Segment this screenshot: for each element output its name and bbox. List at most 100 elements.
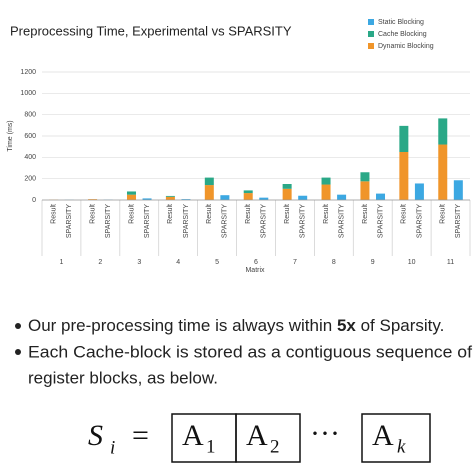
x-tick-label: SPARSITY (377, 204, 384, 238)
bullets: Our pre-processing time is always within… (15, 316, 472, 387)
group-label: 4 (176, 259, 180, 266)
bullet-dot (15, 323, 21, 329)
y-tick-label: 800 (24, 112, 36, 119)
x-tick-label: Result (284, 204, 291, 224)
y-tick-label: 0 (32, 197, 36, 204)
bullet-bold: 5x (337, 316, 356, 335)
y-tick-label: 1200 (20, 69, 36, 76)
block-base: A (372, 419, 394, 452)
bar-segment (142, 198, 152, 200)
group-label: 2 (98, 259, 102, 266)
bar-segment (321, 177, 331, 185)
x-tick-label: Result (245, 204, 252, 224)
legend-swatch (368, 31, 374, 37)
chart-title: Preprocessing Time, Experimental vs SPAR… (10, 23, 292, 38)
formula-dots: ··· (310, 417, 340, 450)
bar-segment (360, 181, 370, 200)
block-base: A (246, 419, 268, 452)
block-sub: k (397, 436, 406, 457)
bar-segment (321, 184, 331, 200)
bullet-text: register blocks, as below. (28, 368, 218, 387)
x-tick-label: SPARSITY (144, 204, 151, 238)
bullet-span: Our pre-processing time is always within (28, 316, 337, 335)
bar-segment (282, 184, 292, 189)
bullet-span: of Sparsity. (356, 316, 445, 335)
x-tick-label: SPARSITY (183, 204, 190, 238)
bar-segment (204, 185, 214, 200)
bar-segment (165, 196, 175, 200)
y-tick-label: 400 (24, 154, 36, 161)
x-axis-label: Matrix (245, 267, 265, 274)
x-tick-label: Result (323, 204, 330, 224)
bar-segment (376, 193, 386, 200)
group-label: 7 (293, 259, 297, 266)
block-base: A (182, 419, 204, 452)
bar-segment (438, 144, 448, 200)
formula-lhs: S (88, 419, 103, 452)
bar-segment (453, 180, 463, 200)
legend-label: Static Blocking (378, 19, 424, 26)
bar-segment (220, 195, 230, 200)
y-tick-label: 600 (24, 133, 36, 140)
x-tick-label: SPARSITY (416, 204, 423, 238)
group-label: 3 (137, 259, 141, 266)
bar-segment (360, 172, 370, 182)
formula-eq: = (132, 419, 149, 452)
bar-segment (88, 199, 98, 200)
x-tick-label: SPARSITY (261, 204, 268, 238)
x-tick-label: SPARSITY (300, 204, 307, 238)
formula: S i = A 1 A 2 ··· A k (88, 413, 431, 463)
bar-segment (298, 195, 308, 200)
group-label: 1 (60, 259, 64, 266)
x-tick-label: SPARSITY (105, 204, 112, 238)
bar-segment (399, 125, 409, 152)
x-tick-label: Result (89, 204, 96, 224)
group-label: 9 (371, 259, 375, 266)
bar-segment (126, 191, 136, 195)
block-sub: 2 (270, 436, 280, 457)
x-tick-label: Result (362, 204, 369, 224)
x-tick-label: Result (51, 204, 58, 224)
block-box (361, 413, 431, 463)
x-tick-label: SPARSITY (66, 204, 73, 238)
block-sub: 1 (206, 436, 216, 457)
group-label: 10 (408, 259, 416, 266)
bar-segment (399, 152, 409, 200)
bar-segment (181, 199, 191, 200)
group-label: 11 (447, 259, 454, 266)
x-tick-label: SPARSITY (222, 204, 229, 238)
x-tick-label: Result (128, 204, 135, 224)
x-tick-label: Result (206, 204, 213, 224)
y-axis-label: Time (ms) (7, 120, 14, 151)
bar-segment (414, 183, 424, 200)
group-label: 6 (254, 259, 258, 266)
group-label: 5 (215, 259, 219, 266)
bar-segment (204, 177, 214, 186)
legend-swatch (368, 43, 374, 49)
x-tick-label: Result (401, 204, 408, 224)
y-tick-label: 200 (24, 176, 36, 183)
legend-label: Dynamic Blocking (378, 43, 434, 50)
bar-segment (282, 188, 292, 200)
bullet-dot (15, 349, 21, 355)
legend-swatch (368, 19, 374, 25)
x-tick-label: SPARSITY (338, 204, 345, 238)
group-label: 8 (332, 259, 336, 266)
x-tick-label: Result (167, 204, 174, 224)
bar-segment (438, 118, 448, 145)
bar-segment (243, 193, 253, 200)
y-tick-label: 1000 (20, 90, 36, 97)
x-tick-label: SPARSITY (455, 204, 462, 238)
bullet-text: Our pre-processing time is always within… (28, 316, 444, 335)
bar-segment (126, 194, 136, 200)
formula-sub: i (110, 437, 115, 458)
bullet-text: Each Cache-block is stored as a contiguo… (28, 342, 472, 361)
block-box (235, 413, 301, 463)
bar-segment (165, 195, 175, 197)
x-tick-label: Result (440, 204, 447, 224)
bar-segment (243, 190, 253, 194)
legend-label: Cache Blocking (378, 31, 427, 38)
bar-segment (259, 197, 269, 200)
bar-segment (337, 194, 347, 200)
